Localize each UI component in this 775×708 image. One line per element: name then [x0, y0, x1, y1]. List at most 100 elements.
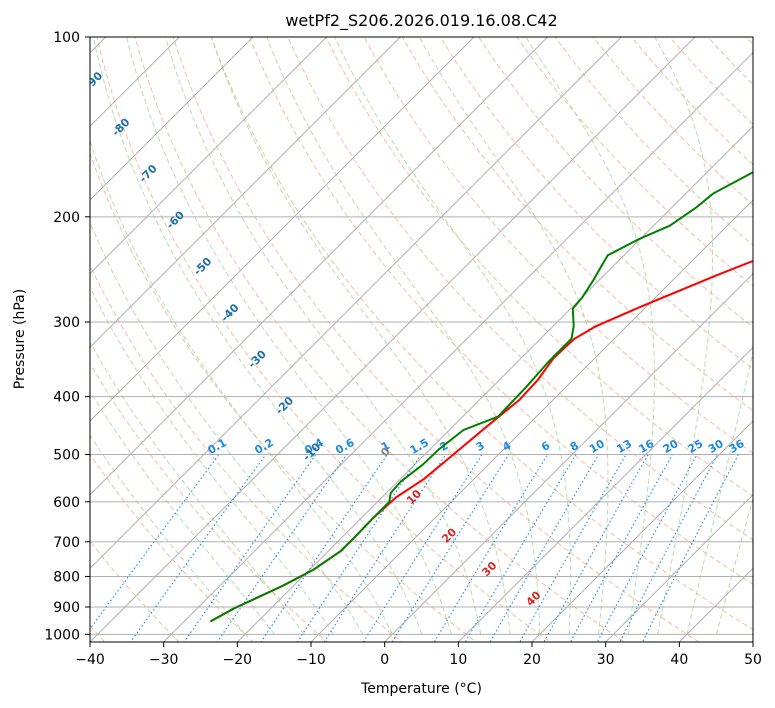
dry-adiabat [707, 37, 753, 86]
isotherm [236, 125, 753, 642]
dry-adiabat [478, 37, 753, 328]
x-tick-label: 20 [523, 652, 541, 668]
line-labels: 0.1 0.2 0.4 0.6 1 1.5 2 3 4 6 8 10 13 16 20 25 30 36-100-… [90, 69, 747, 609]
mixing-ratio-line [296, 454, 422, 642]
dry-adiabat [96, 37, 552, 642]
isotherm [90, 37, 401, 349]
moist-adiabat [90, 390, 275, 635]
mixing-ratio-label: 16 [637, 437, 657, 456]
moist-adiabat [90, 286, 334, 635]
isotherm [90, 37, 549, 496]
dry-adiabat [401, 37, 753, 412]
isotherm-label: -60 [164, 208, 187, 231]
mixing-ratio-line [543, 454, 649, 642]
dry-adiabat [90, 540, 180, 642]
y-axis-title: Pressure (hPa) [12, 289, 28, 389]
y-tick-label: 600 [53, 495, 80, 511]
mixing-ratio-label: 3 [474, 439, 487, 454]
isotherm [384, 272, 753, 642]
dry-adiabat [363, 37, 753, 454]
mixing-ratio-line [464, 454, 577, 642]
mixing-ratio-label: 0.2 [252, 436, 275, 457]
moist-adiabat [654, 37, 713, 635]
mixing-ratio-line [596, 454, 698, 642]
x-tick-label: 50 [744, 652, 762, 668]
moist-adiabat [210, 37, 511, 635]
moist-adiabat [126, 37, 452, 635]
y-tick-label: 100 [53, 30, 80, 46]
isotherm [90, 37, 254, 201]
dry-adiabat [134, 37, 626, 642]
background-lines [90, 37, 753, 642]
moist-adiabat [90, 138, 393, 635]
isotherm-label: 40 [524, 588, 544, 608]
isotherm [90, 37, 622, 570]
x-tick-label: 40 [670, 652, 688, 668]
profiles [210, 171, 753, 622]
dry-adiabat [90, 362, 329, 642]
isotherm [457, 346, 753, 642]
mixing-ratio-line [489, 454, 600, 642]
isotherm [90, 37, 475, 422]
mixing-ratio-label: 13 [614, 437, 634, 456]
dry-adiabat [172, 37, 700, 642]
isotherm [605, 493, 753, 642]
mixing-ratio-line [260, 454, 388, 642]
isotherm [678, 567, 753, 642]
isotherm [310, 199, 753, 642]
isotherm [163, 51, 753, 642]
x-tick-label: −20 [223, 652, 253, 668]
x-tick-label: 10 [449, 652, 467, 668]
y-tick-label: 700 [53, 535, 80, 551]
isotherm-label: 20 [439, 525, 459, 545]
mixing-ratio-line [323, 454, 447, 642]
moist-adiabat [90, 434, 246, 635]
x-tick-label: −40 [75, 652, 105, 668]
mixing-ratio-line [641, 454, 739, 642]
isotherm [752, 641, 753, 642]
y-tick-label: 300 [53, 315, 80, 331]
y-tick-label: 1000 [44, 627, 80, 643]
isotherm [90, 37, 696, 642]
mixing-ratio-line [391, 454, 510, 642]
mixing-ratio-line [362, 454, 483, 642]
mixing-ratio-line [90, 454, 220, 630]
isotherm-label: -40 [218, 301, 241, 324]
x-tick-label: 30 [597, 652, 615, 668]
chart-title: wetPf2_S206.2026.019.16.08.C42 [285, 11, 557, 31]
plot-frame [89, 36, 754, 643]
x-tick-label: −10 [296, 652, 326, 668]
y-tick-label: 800 [53, 569, 80, 585]
moist-adiabat [90, 341, 305, 635]
moist-adiabat [686, 349, 753, 635]
moist-adiabat [266, 37, 541, 635]
moist-adiabat [90, 220, 364, 635]
dewpoint-line [210, 171, 753, 622]
mixing-ratio-label: 30 [706, 437, 726, 456]
isotherm-label: -80 [109, 115, 132, 138]
isotherm [90, 37, 328, 275]
moist-adiabat [334, 37, 571, 635]
dry-adiabat [554, 37, 753, 246]
dry-adiabat [745, 37, 753, 46]
mixing-ratio-line [183, 454, 317, 642]
mixing-ratio-label: 0.6 [333, 436, 357, 457]
mixing-ratio-label: 20 [661, 437, 681, 456]
moist-adiabat [716, 497, 753, 635]
isotherm-label: -20 [273, 394, 296, 417]
y-axis: 100 200 300 400 500 600 700 800 900 1000 [44, 30, 90, 643]
mixing-ratio-line [216, 454, 348, 642]
dry-adiabat [516, 37, 753, 287]
moist-adiabat [164, 37, 482, 635]
y-tick-label: 200 [53, 210, 80, 226]
mixing-ratio-line [619, 454, 719, 642]
isotherm [531, 420, 753, 642]
isotherm-label: -50 [191, 255, 214, 278]
moist-adiabat [418, 37, 609, 635]
mixing-ratio-label: 25 [685, 437, 705, 456]
isotherm-label: -30 [246, 347, 269, 370]
dry-adiabat [249, 37, 753, 585]
y-tick-label: 400 [53, 390, 80, 406]
x-axis: −40 −30 −20 −10 0 10 20 30 40 50 [75, 642, 762, 668]
dry-adiabat [90, 264, 403, 642]
